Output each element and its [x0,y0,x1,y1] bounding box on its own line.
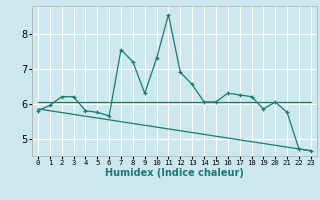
X-axis label: Humidex (Indice chaleur): Humidex (Indice chaleur) [105,168,244,178]
